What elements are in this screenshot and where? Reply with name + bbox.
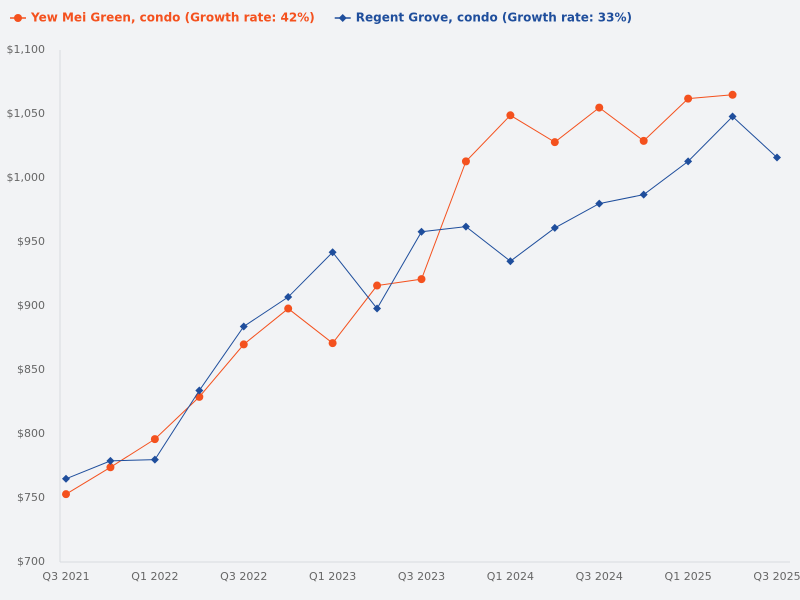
data-point (106, 456, 115, 465)
data-point (417, 275, 426, 284)
data-point (373, 281, 382, 290)
y-tick-label: $800 (17, 427, 45, 440)
data-point (106, 463, 115, 472)
data-point (150, 455, 159, 464)
data-point (550, 223, 559, 232)
data-point (461, 222, 470, 231)
y-tick-label: $900 (17, 299, 45, 312)
legend-item[interactable]: Regent Grove, condo (Growth rate: 33%) (334, 11, 632, 25)
y-tick-label: $750 (17, 491, 45, 504)
data-point (328, 248, 337, 257)
data-point (595, 103, 604, 112)
x-tick-label: Q1 2024 (487, 570, 534, 583)
legend-label: Yew Mei Green, condo (Growth rate: 42%) (30, 11, 315, 25)
data-point (150, 435, 159, 444)
data-point (62, 474, 70, 483)
y-tick-label: $950 (17, 235, 45, 248)
data-point (417, 227, 426, 236)
data-point (639, 136, 648, 145)
legend-label: Regent Grove, condo (Growth rate: 33%) (356, 11, 632, 25)
x-tick-label: Q3 2022 (220, 570, 267, 583)
data-point (284, 293, 293, 302)
data-point (773, 153, 781, 162)
x-tick-label: Q3 2025 (753, 570, 800, 583)
y-tick-label: $700 (17, 555, 45, 568)
y-tick-label: $1,050 (7, 107, 46, 120)
y-tick-label: $1,100 (7, 43, 46, 56)
data-point (684, 157, 693, 166)
data-point (239, 340, 248, 349)
x-tick-label: Q1 2022 (131, 570, 178, 583)
x-tick-label: Q1 2025 (665, 570, 712, 583)
series-line (65, 94, 733, 495)
x-tick-label: Q3 2023 (398, 570, 445, 583)
data-point (506, 257, 515, 266)
x-tick-label: Q3 2021 (42, 570, 89, 583)
y-tick-label: $850 (17, 363, 45, 376)
data-point (195, 392, 204, 401)
x-tick-label: Q3 2024 (576, 570, 623, 583)
data-point (195, 386, 204, 395)
x-tick-label: Q1 2023 (309, 570, 356, 583)
data-point (328, 339, 337, 348)
data-point (461, 157, 470, 166)
data-point (595, 199, 604, 208)
y-tick-label: $1,000 (7, 171, 46, 184)
data-point (62, 490, 70, 499)
legend-marker (14, 14, 22, 22)
data-point (728, 90, 737, 99)
data-point (728, 112, 737, 121)
data-point (684, 94, 693, 103)
data-point (639, 190, 648, 199)
data-point (284, 304, 293, 313)
data-point (239, 322, 248, 331)
legend-item[interactable]: Yew Mei Green, condo (Growth rate: 42%) (10, 11, 315, 25)
series-line (65, 115, 778, 480)
legend-marker (338, 14, 347, 22)
data-point (506, 111, 515, 120)
data-point (550, 138, 559, 147)
data-point (373, 304, 382, 313)
